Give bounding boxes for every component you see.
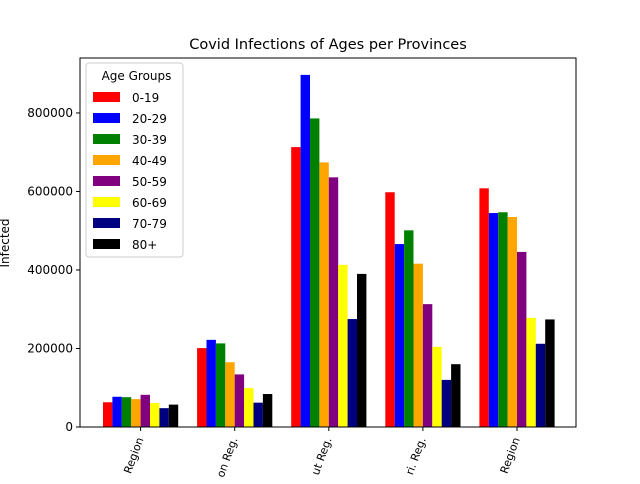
legend-swatch-0-19 <box>93 92 120 102</box>
y-axis-label: Infected <box>0 218 12 267</box>
legend-label-70-79: 70-79 <box>132 217 167 231</box>
bar-30-39-5 <box>498 212 508 427</box>
bar-80+-3 <box>357 273 367 427</box>
plot-frame <box>79 57 577 428</box>
legend-title: Age Groups <box>102 69 172 83</box>
y-tick-label: 0 <box>65 420 73 434</box>
bar-50-59-5 <box>517 251 527 427</box>
bar-70-79-2 <box>253 402 263 427</box>
legend-label-30-39: 30-39 <box>132 133 167 147</box>
bar-70-79-1 <box>159 408 169 427</box>
legend-box <box>85 62 184 258</box>
bar-50-59-4 <box>422 304 433 427</box>
bar-40-49-1 <box>131 399 141 427</box>
legend-label-40-49: 40-49 <box>132 154 167 168</box>
bar-50-59-3 <box>328 177 339 427</box>
bar-40-49-5 <box>507 216 517 427</box>
legend-label-20-29: 20-29 <box>132 112 167 126</box>
legend: Age Groups 0-19 20-29 30-39 40-49 50-59 60-69 7… <box>85 62 184 258</box>
bar-80+-1 <box>168 404 179 427</box>
bar-80+-2 <box>262 394 273 427</box>
bar-50-59-1 <box>140 394 150 427</box>
bar-20-29-4 <box>394 244 405 427</box>
bar-30-39-3 <box>310 118 320 427</box>
y-tick-label: 800000 <box>27 106 73 120</box>
bar-20-29-3 <box>300 74 310 427</box>
bar-80+-5 <box>545 319 555 427</box>
bar-70-79-4 <box>441 379 452 427</box>
bar-30-39-1 <box>121 397 132 427</box>
bar-0-19-4 <box>385 192 395 427</box>
bar-40-49-4 <box>413 263 423 427</box>
bar-20-29-5 <box>488 213 499 427</box>
bar-60-69-4 <box>432 346 442 427</box>
bar-20-29-1 <box>112 396 122 427</box>
y-tick-label: 600000 <box>27 184 73 198</box>
bar-0-19-2 <box>197 348 207 427</box>
legend-swatch-40-49 <box>93 155 120 165</box>
legend-label-0-19: 0-19 <box>132 91 159 105</box>
bar-30-39-2 <box>215 343 226 427</box>
chart-title: Covid Infections of Ages per Provinces <box>189 37 467 53</box>
bar-40-49-2 <box>225 362 235 427</box>
bar-20-29-2 <box>206 339 216 427</box>
legend-swatch-50-59 <box>93 176 120 186</box>
bar-0-19-1 <box>103 402 113 427</box>
legend-swatch-60-69 <box>93 197 120 207</box>
bar-0-19-5 <box>479 188 489 427</box>
bar-0-19-3 <box>291 147 301 428</box>
legend-label-50-59: 50-59 <box>132 175 167 189</box>
bar-60-69-5 <box>526 317 536 427</box>
legend-swatch-20-29 <box>93 113 120 123</box>
legend-swatch-80+ <box>93 239 120 249</box>
legend-label-60-69: 60-69 <box>132 196 167 210</box>
bar-70-79-3 <box>347 319 357 427</box>
bar-50-59-2 <box>234 374 245 427</box>
legend-swatch-70-79 <box>93 218 120 228</box>
legend-label-80+: 80+ <box>132 238 157 252</box>
bars-group <box>103 74 555 428</box>
bar-60-69-2 <box>244 388 254 427</box>
bar-60-69-3 <box>338 264 348 427</box>
bar-60-69-1 <box>150 403 160 427</box>
legend-swatch-30-39 <box>93 134 120 144</box>
y-tick-label: 400000 <box>27 263 73 277</box>
bar-80+-4 <box>451 364 461 427</box>
bar-30-39-4 <box>404 230 414 427</box>
bar-70-79-5 <box>535 343 546 427</box>
bar-40-49-3 <box>319 162 329 428</box>
y-tick-label: 200000 <box>27 341 73 355</box>
